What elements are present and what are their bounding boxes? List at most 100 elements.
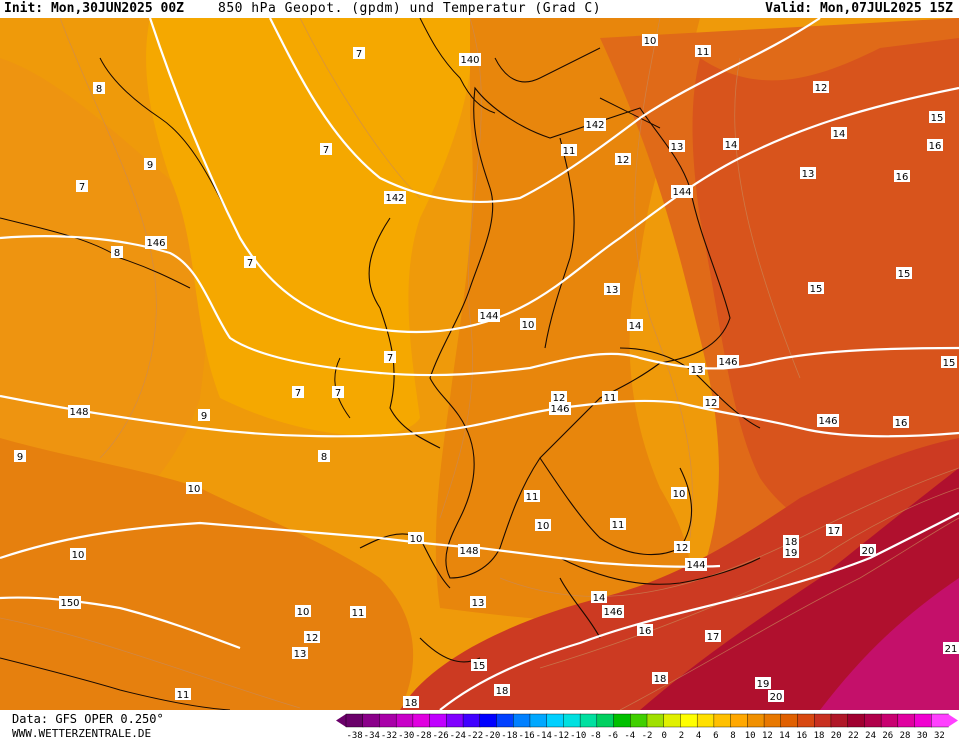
svg-text:12: 12 xyxy=(676,543,689,554)
legend-swatch xyxy=(429,713,448,728)
svg-text:16: 16 xyxy=(895,418,908,429)
legend-tick-label: 26 xyxy=(882,731,893,740)
svg-text:144: 144 xyxy=(686,560,705,571)
temp-label: 17 xyxy=(826,524,842,537)
weather-map[interactable]: 140 142 144 146 148 150 142 144 146 146 … xyxy=(0,18,959,710)
legend-swatches xyxy=(336,713,958,728)
legend-tick-label: 30 xyxy=(917,731,928,740)
temp-label: 12 xyxy=(551,391,567,404)
legend-swatch xyxy=(563,713,581,728)
coastlines xyxy=(0,18,661,710)
legend-tick-label: -34 xyxy=(364,731,380,740)
temp-label: 16 xyxy=(637,624,653,637)
temp-label: 12 xyxy=(813,81,829,94)
svg-text:13: 13 xyxy=(802,169,815,180)
temp-label: 12 xyxy=(703,396,719,409)
svg-text:11: 11 xyxy=(604,393,617,404)
legend-tick-label: -30 xyxy=(398,731,414,740)
legend-tick-label: 16 xyxy=(796,731,807,740)
svg-text:10: 10 xyxy=(72,550,85,561)
legend-tick-label: -10 xyxy=(570,731,586,740)
svg-text:8: 8 xyxy=(114,248,120,259)
legend-tick-label: -24 xyxy=(450,731,466,740)
svg-text:18: 18 xyxy=(405,698,418,709)
svg-text:150: 150 xyxy=(60,598,79,609)
svg-text:11: 11 xyxy=(177,690,190,701)
legend-tick-label: 6 xyxy=(713,731,718,740)
temp-label: 12 xyxy=(304,631,320,644)
legend-swatch xyxy=(931,713,949,728)
temp-label: 8 xyxy=(93,82,105,95)
temp-label: 19 xyxy=(783,546,799,559)
valid-time: Valid: Mon,07JUL2025 15Z xyxy=(765,1,953,16)
temp-label: 7 xyxy=(320,143,332,156)
temp-label: 7 xyxy=(332,386,344,399)
svg-text:11: 11 xyxy=(612,520,625,531)
legend-tick-label: -16 xyxy=(518,731,534,740)
svg-text:15: 15 xyxy=(943,358,956,369)
svg-text:10: 10 xyxy=(410,534,423,545)
temp-label: 11 xyxy=(350,606,366,619)
svg-text:12: 12 xyxy=(306,633,319,644)
svg-text:148: 148 xyxy=(459,546,478,557)
legend-swatch xyxy=(747,713,765,728)
svg-text:146: 146 xyxy=(146,238,165,249)
svg-text:10: 10 xyxy=(537,521,550,532)
temp-label: 10 xyxy=(642,34,658,47)
legend-tick-label: 22 xyxy=(848,731,859,740)
legend-swatch xyxy=(412,713,431,728)
svg-text:142: 142 xyxy=(385,193,404,204)
svg-text:12: 12 xyxy=(705,398,718,409)
svg-text:9: 9 xyxy=(17,452,23,463)
temp-label: 20 xyxy=(768,690,784,703)
temp-label: 8 xyxy=(318,450,330,463)
temp-label: 18 xyxy=(783,535,799,548)
legend-swatch xyxy=(763,713,782,728)
svg-text:9: 9 xyxy=(201,411,207,422)
temp-label: 11 xyxy=(695,45,711,58)
temp-label: 13 xyxy=(470,596,486,609)
legend-swatch xyxy=(897,713,916,728)
legend-tick-label: 4 xyxy=(696,731,701,740)
temp-label: 11 xyxy=(602,391,618,404)
legend-swatch xyxy=(462,713,481,728)
temp-label: 17 xyxy=(705,630,721,643)
legend-swatch xyxy=(496,713,514,728)
svg-text:140: 140 xyxy=(460,55,479,66)
legend-tick-label: 8 xyxy=(730,731,735,740)
temp-label: 16 xyxy=(894,170,910,183)
svg-text:15: 15 xyxy=(810,284,823,295)
temp-label: 14 xyxy=(591,591,607,604)
data-source-label: Data: GFS OPER 0.250° xyxy=(12,712,164,726)
init-time: Init: Mon,30JUN2025 00Z xyxy=(4,1,185,16)
legend-swatch xyxy=(630,713,648,728)
svg-text:11: 11 xyxy=(697,47,710,58)
temp-label: 18 xyxy=(403,696,419,709)
legend-tick-label: 14 xyxy=(779,731,790,740)
svg-text:11: 11 xyxy=(563,146,576,157)
map-canvas: 140 142 144 146 148 150 142 144 146 146 … xyxy=(0,18,959,710)
temp-label: 7 xyxy=(384,351,396,364)
svg-text:11: 11 xyxy=(352,608,365,619)
temp-label: 9 xyxy=(198,409,210,422)
legend-tick-label: 0 xyxy=(661,731,666,740)
legend-tick-label: 18 xyxy=(814,731,825,740)
temp-label: 12 xyxy=(674,541,690,554)
website-link[interactable]: WWW.WETTERZENTRALE.DE xyxy=(12,727,152,740)
geo-label: 144 xyxy=(671,185,693,198)
legend-swatch xyxy=(395,713,414,728)
temp-label: 11 xyxy=(561,144,577,157)
svg-text:7: 7 xyxy=(295,388,301,399)
svg-text:7: 7 xyxy=(79,182,85,193)
legend-tick-label: 10 xyxy=(745,731,756,740)
country-borders xyxy=(359,86,761,663)
legend-swatch xyxy=(847,713,866,728)
temp-label: 15 xyxy=(941,356,957,369)
geopotential-labels: 140 142 144 146 148 150 142 144 146 146 … xyxy=(59,53,839,618)
svg-text:148: 148 xyxy=(69,407,88,418)
temp-label: 15 xyxy=(929,111,945,124)
temp-label: 14 xyxy=(723,138,739,151)
legend-tick-label: -6 xyxy=(607,731,618,740)
geo-label: 146 xyxy=(602,605,624,618)
legend-swatch xyxy=(713,713,732,728)
